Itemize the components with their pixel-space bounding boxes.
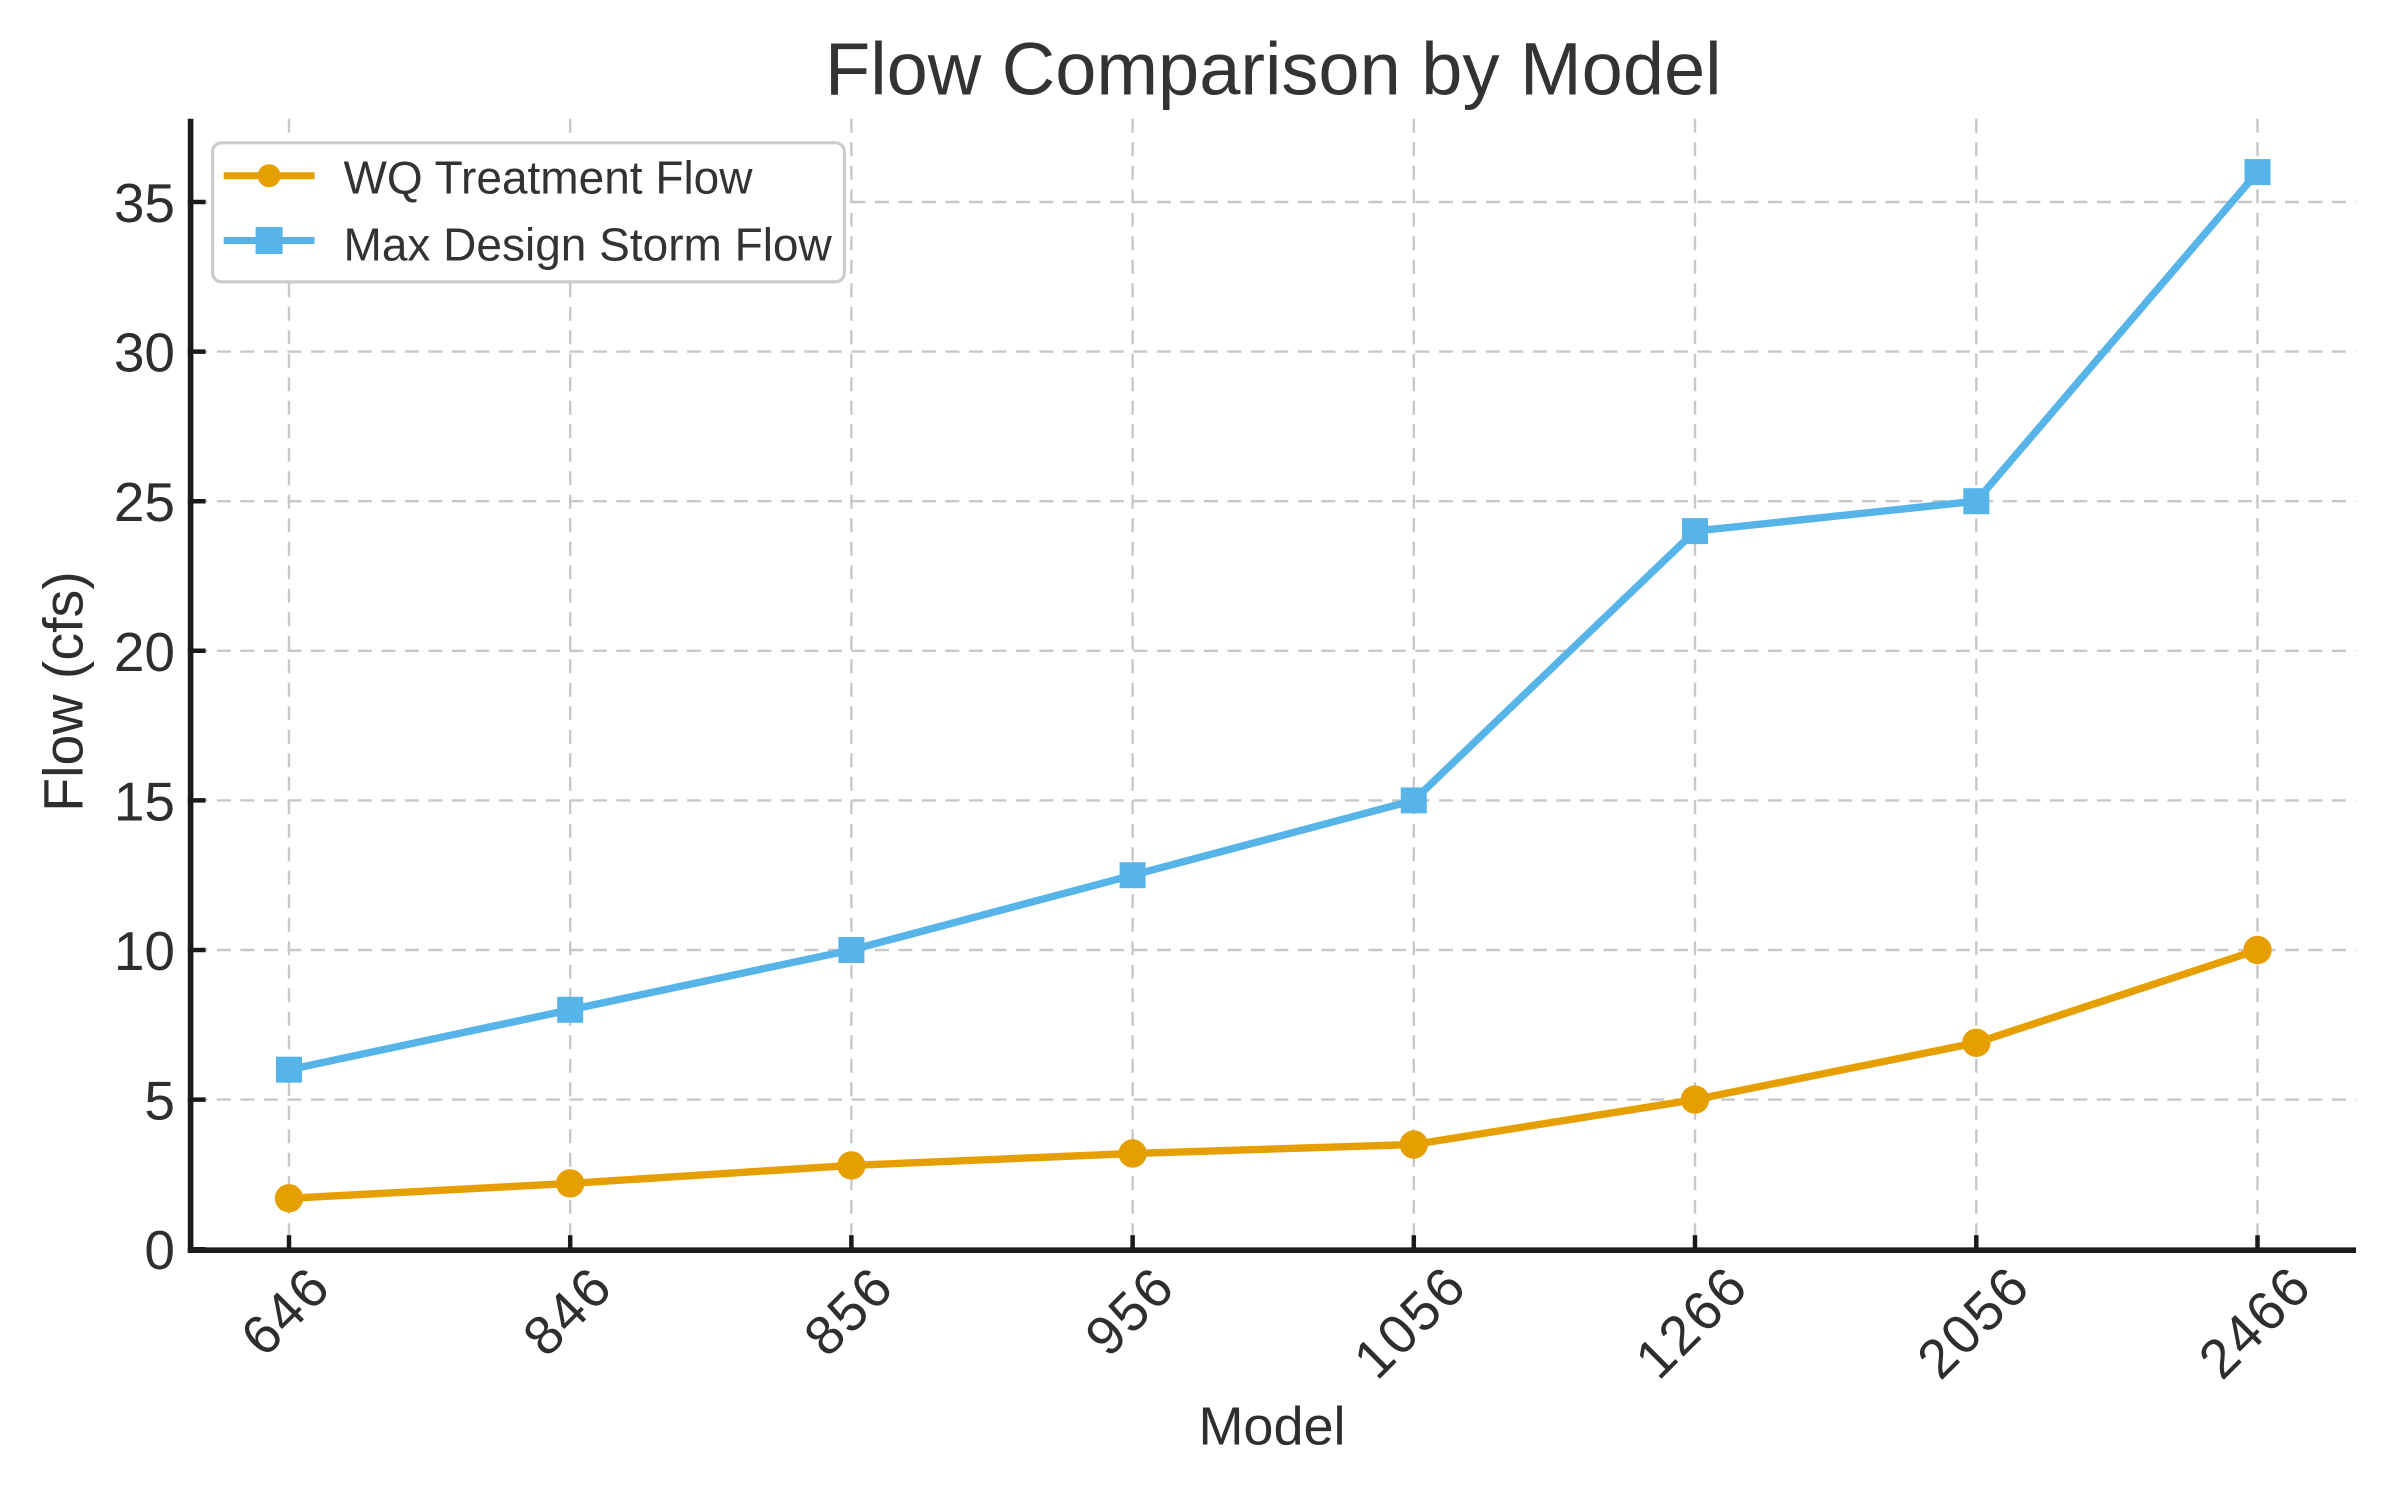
svg-text:10: 10 [114,920,175,982]
svg-text:Model: Model [1198,1397,1345,1457]
svg-text:Flow (cfs): Flow (cfs) [33,571,95,811]
svg-text:Max Design Storm Flow: Max Design Storm Flow [344,219,833,271]
svg-text:Flow Comparison by Model: Flow Comparison by Model [825,28,1722,111]
svg-text:25: 25 [114,471,175,533]
svg-text:5: 5 [144,1070,175,1132]
svg-text:0: 0 [144,1219,175,1281]
svg-text:20: 20 [114,621,175,683]
svg-text:35: 35 [114,172,175,234]
svg-text:30: 30 [114,322,175,384]
svg-text:15: 15 [114,770,175,832]
svg-text:WQ Treatment Flow: WQ Treatment Flow [344,152,754,204]
